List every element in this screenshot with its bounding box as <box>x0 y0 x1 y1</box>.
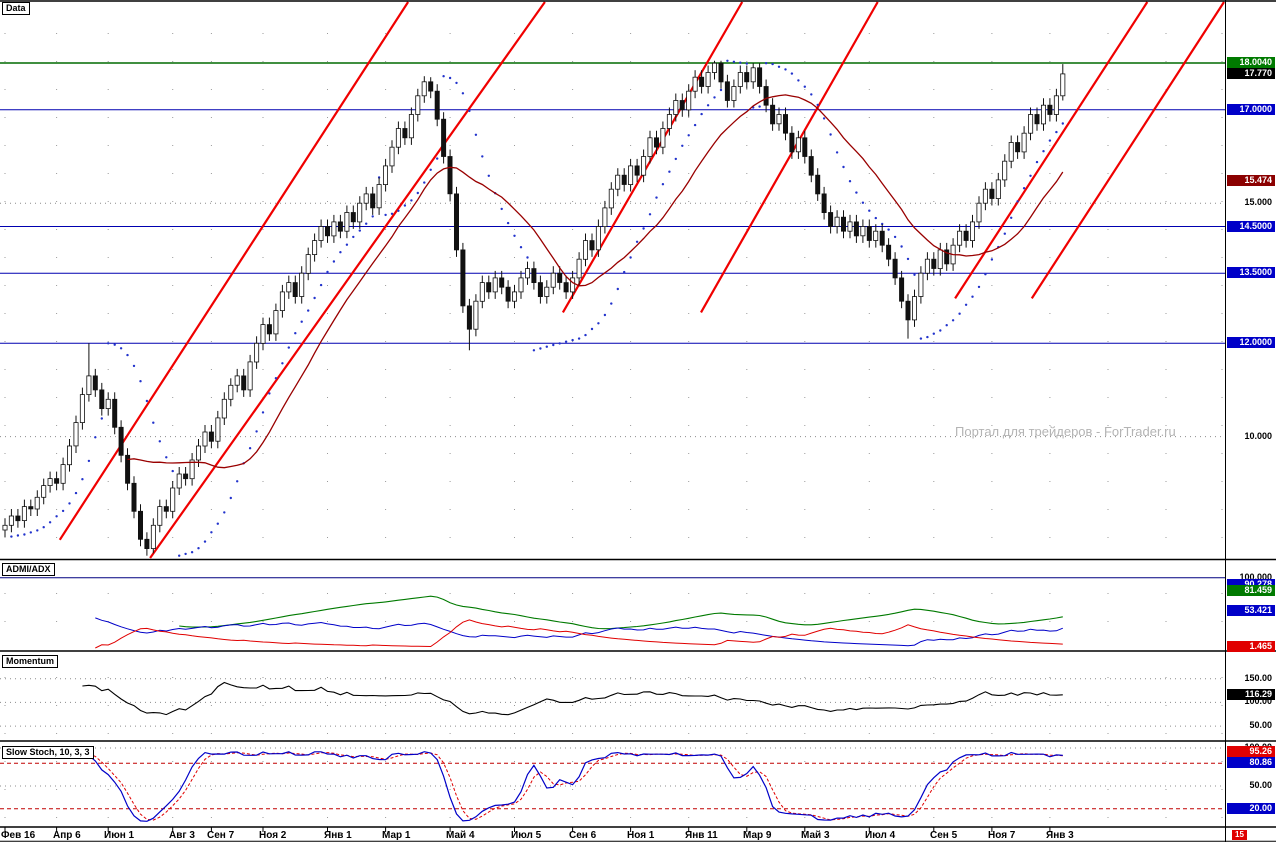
price-badge-main: 14.5000 <box>1227 221 1275 232</box>
time-axis-label: Сен 5 <box>930 830 958 841</box>
panel-label-stoch[interactable]: Slow Stoch, 10, 3, 3 <box>2 746 94 759</box>
time-axis-label: Сен 7 <box>207 830 235 841</box>
axis-tick-stoch: 50.00 <box>1249 780 1272 790</box>
watermark: Портал для трейдеров - ForTrader.ru <box>955 424 1176 439</box>
price-badge-stoch: 80.86 <box>1227 757 1275 768</box>
axis-tick-momentum: 150.00 <box>1244 673 1272 683</box>
timeframe-badge: 15 <box>1232 830 1247 840</box>
panel-label-adx[interactable]: ADMI/ADX <box>2 563 55 576</box>
price-badge-adx: 1.465 <box>1227 641 1275 652</box>
panel-label-momentum[interactable]: Momentum <box>2 655 58 668</box>
time-axis-label: Май 4 <box>446 830 475 841</box>
price-badge-stoch: 95.26 <box>1227 746 1275 757</box>
price-badge-main: 13.5000 <box>1227 267 1275 278</box>
price-badge-main: 12.0000 <box>1227 337 1275 348</box>
price-badge-momentum: 116.29 <box>1227 689 1275 700</box>
time-axis-label: Июл 4 <box>865 830 896 841</box>
time-axis-label: Янв 1 <box>324 830 352 841</box>
time-axis-label: Ноя 7 <box>988 830 1016 841</box>
axis-tick-adx: 100.000 <box>1239 572 1272 582</box>
time-axis-label: Апр 6 <box>53 830 81 841</box>
price-badge-adx: 53.421 <box>1227 605 1275 616</box>
price-badge-main: 15.474 <box>1227 175 1275 186</box>
price-badge-stoch: 20.00 <box>1227 803 1275 814</box>
time-axis-label: Май 3 <box>801 830 830 841</box>
time-axis-label: Ноя 2 <box>259 830 287 841</box>
time-axis-label: Ноя 1 <box>627 830 655 841</box>
price-badge-adx: 90.278 <box>1227 579 1275 590</box>
panel-label-main[interactable]: Data <box>2 2 30 15</box>
time-axis-label: Фев 16 <box>1 830 36 841</box>
axis-tick-momentum: 50.00 <box>1249 720 1272 730</box>
time-axis-label: Сен 6 <box>569 830 597 841</box>
price-badge-adx: 81.459 <box>1227 585 1275 596</box>
price-badge-main: 17.0000 <box>1227 104 1275 115</box>
price-badge-main: 18.0040 <box>1227 57 1275 68</box>
time-axis-label: Янв 11 <box>685 830 718 841</box>
time-axis-label: Янв 3 <box>1046 830 1074 841</box>
time-axis-label: Июл 5 <box>511 830 542 841</box>
time-axis-label: Авг 3 <box>169 830 195 841</box>
axis-tick-main: 15.000 <box>1244 197 1272 207</box>
time-axis-label: Мар 1 <box>382 830 411 841</box>
price-badge-main: 17.770 <box>1227 68 1275 79</box>
axis-tick-momentum: 100.00 <box>1244 696 1272 706</box>
time-axis-label: Июн 1 <box>104 830 135 841</box>
time-axis-label: Мар 9 <box>743 830 772 841</box>
axis-tick-main: 10.000 <box>1244 431 1272 441</box>
